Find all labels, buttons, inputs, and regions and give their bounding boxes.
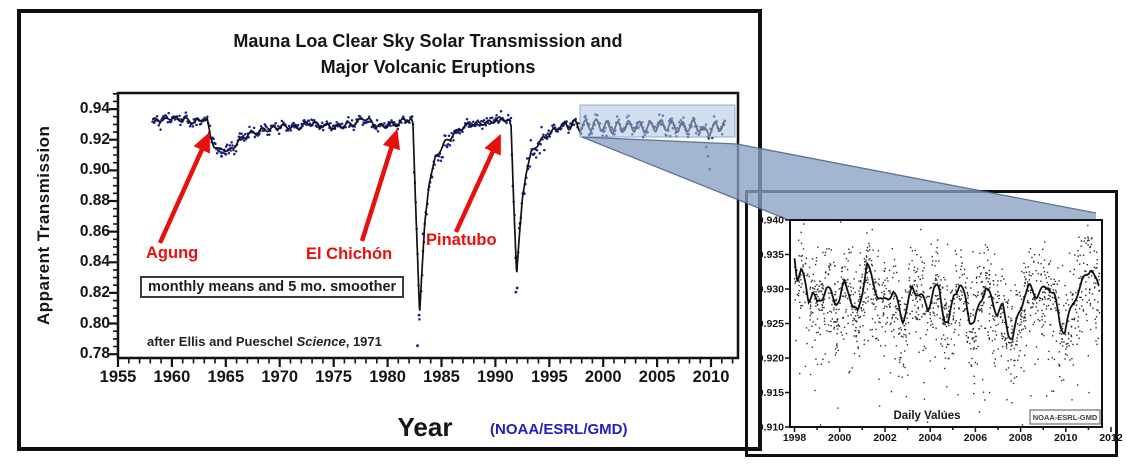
main-x-tick-label: 2000	[584, 368, 622, 386]
main-y-tick-label: 0.84	[79, 253, 110, 271]
inset-x-tick-label: 2010	[1054, 432, 1078, 444]
eruption-label-pinatubo: Pinatubo	[426, 231, 497, 249]
main-x-tick-label: 1975	[315, 368, 352, 386]
main-x-tick-label: 1955	[99, 368, 137, 386]
main-y-tick-label: 0.90	[79, 161, 110, 179]
inset-smoother-line	[793, 258, 1100, 340]
inset-x-tick-label: 2012	[1099, 432, 1123, 444]
chart-title-line2: Major Volcanic Eruptions	[320, 57, 536, 77]
eruption-label-el-chichon: El Chichón	[306, 245, 393, 263]
note-box: monthly means and 5 mo. smoother	[140, 276, 405, 298]
x-axis-title: Year	[397, 412, 453, 442]
eruption-arrow-1	[359, 128, 400, 242]
inset-x-tick-label: 1998	[783, 432, 807, 444]
inset-x-tick-label: 2000	[828, 432, 852, 444]
inset-y-tick-label: 0.930	[758, 284, 784, 296]
main-major-ticks	[109, 108, 713, 367]
main-plot-border	[116, 91, 740, 360]
credit-prefix: after Ellis and Pueschel	[147, 334, 297, 349]
main-y-tick-label: 0.86	[79, 222, 110, 240]
eruption-label-agung: Agung	[146, 244, 199, 262]
eruption-arrow-0	[157, 131, 211, 244]
inset-x-tick-label: 2004	[919, 432, 943, 444]
main-y-tick-label: 0.92	[79, 130, 110, 148]
inset-ticks	[785, 219, 1112, 432]
main-x-tick-label: 1960	[153, 368, 191, 386]
inset-y-tick-label: 0.920	[758, 353, 784, 365]
main-y-tick-label: 0.78	[79, 345, 110, 363]
main-x-tick-label: 1985	[423, 368, 460, 386]
inset-x-tick-label: 2008	[1009, 432, 1033, 444]
main-x-tick-label: 1970	[261, 368, 299, 386]
chart-title-line1: Mauna Loa Clear Sky Solar Transmission a…	[233, 31, 623, 51]
inset-x-tick-label: 2002	[873, 432, 897, 444]
data-credit: after Ellis and Pueschel Science, 1971	[147, 334, 382, 349]
main-y-tick-label: 0.94	[79, 100, 110, 118]
main-y-tick-label: 0.88	[79, 191, 110, 209]
main-minor-ticks	[113, 93, 734, 364]
inset-x-tick-label: 2006	[964, 432, 988, 444]
main-x-tick-label: 1980	[369, 368, 406, 386]
inset-y-tick-label: 0.910	[758, 422, 784, 434]
highlight-region	[579, 104, 736, 138]
inset-daily-values-label: Daily Values	[893, 410, 960, 422]
credit-journal: Science	[296, 334, 346, 349]
main-x-tick-label: 2005	[638, 368, 676, 386]
page-title: Mauna Loa Clear Sky Solar Transmission a…	[118, 28, 738, 80]
inset-plot-area	[790, 220, 1102, 427]
main-x-tick-label: 1990	[477, 368, 514, 386]
credit-suffix: , 1971	[345, 334, 382, 349]
main-y-tick-label: 0.80	[79, 314, 110, 332]
main-x-tick-label: 1995	[530, 368, 568, 386]
inset-y-tick-label: 0.925	[758, 318, 784, 330]
inset-stamp-box	[1029, 409, 1101, 425]
agency-credit: (NOAA/ESRL/GMD)	[490, 421, 628, 438]
inset-stamp-text: NOAA-ESRL-GMD	[1033, 413, 1098, 422]
inset-data-layer	[793, 221, 1101, 426]
eruption-arrow-2	[453, 133, 502, 233]
inset-y-tick-label: 0.935	[758, 249, 784, 261]
daily-values-scatter	[793, 221, 1101, 426]
main-x-tick-label: 2010	[692, 368, 730, 386]
inset-y-tick-label: 0.940	[758, 215, 784, 227]
inset-y-tick-label: 0.915	[758, 387, 784, 399]
main-y-tick-label: 0.82	[79, 283, 110, 301]
main-x-tick-label: 1965	[207, 368, 245, 386]
